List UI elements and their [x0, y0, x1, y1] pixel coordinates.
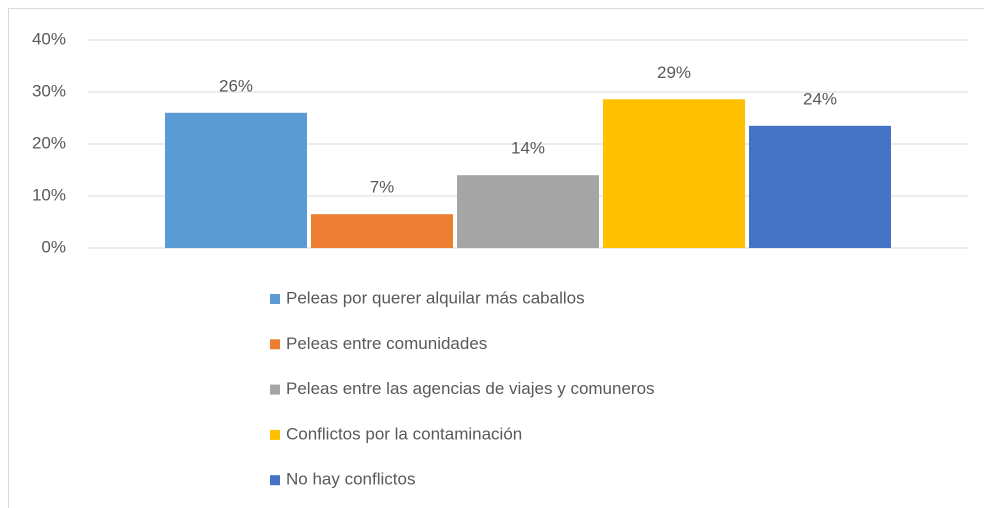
legend-swatch [270, 429, 280, 440]
legend-swatch [270, 384, 280, 395]
chart-border [8, 8, 984, 508]
legend-swatch [270, 294, 280, 304]
y-tick-label: 30% [32, 81, 66, 100]
legend-swatch [270, 475, 280, 486]
data-label: 7% [370, 178, 395, 197]
bar [603, 99, 745, 248]
y-tick-label: 20% [32, 133, 66, 152]
bar [165, 112, 307, 248]
y-tick-label: 40% [32, 29, 66, 48]
legend-label: Peleas entre las agencias de viajes y co… [286, 379, 655, 398]
data-label: 26% [219, 76, 253, 95]
data-label: 14% [511, 139, 545, 158]
data-label: 29% [657, 63, 691, 82]
legend-label: Conflictos por la contaminación [286, 424, 522, 443]
legend-label: Peleas entre comunidades [286, 334, 487, 353]
data-label: 24% [803, 89, 837, 108]
bar [457, 175, 599, 248]
legend-swatch [270, 339, 280, 350]
legend-label: Peleas por querer alquilar más caballos [286, 288, 585, 307]
bar [311, 214, 453, 248]
y-tick-label: 0% [41, 237, 66, 256]
y-tick-label: 10% [32, 185, 66, 204]
legend-label: No hay conflictos [286, 470, 415, 489]
bar [749, 125, 891, 248]
